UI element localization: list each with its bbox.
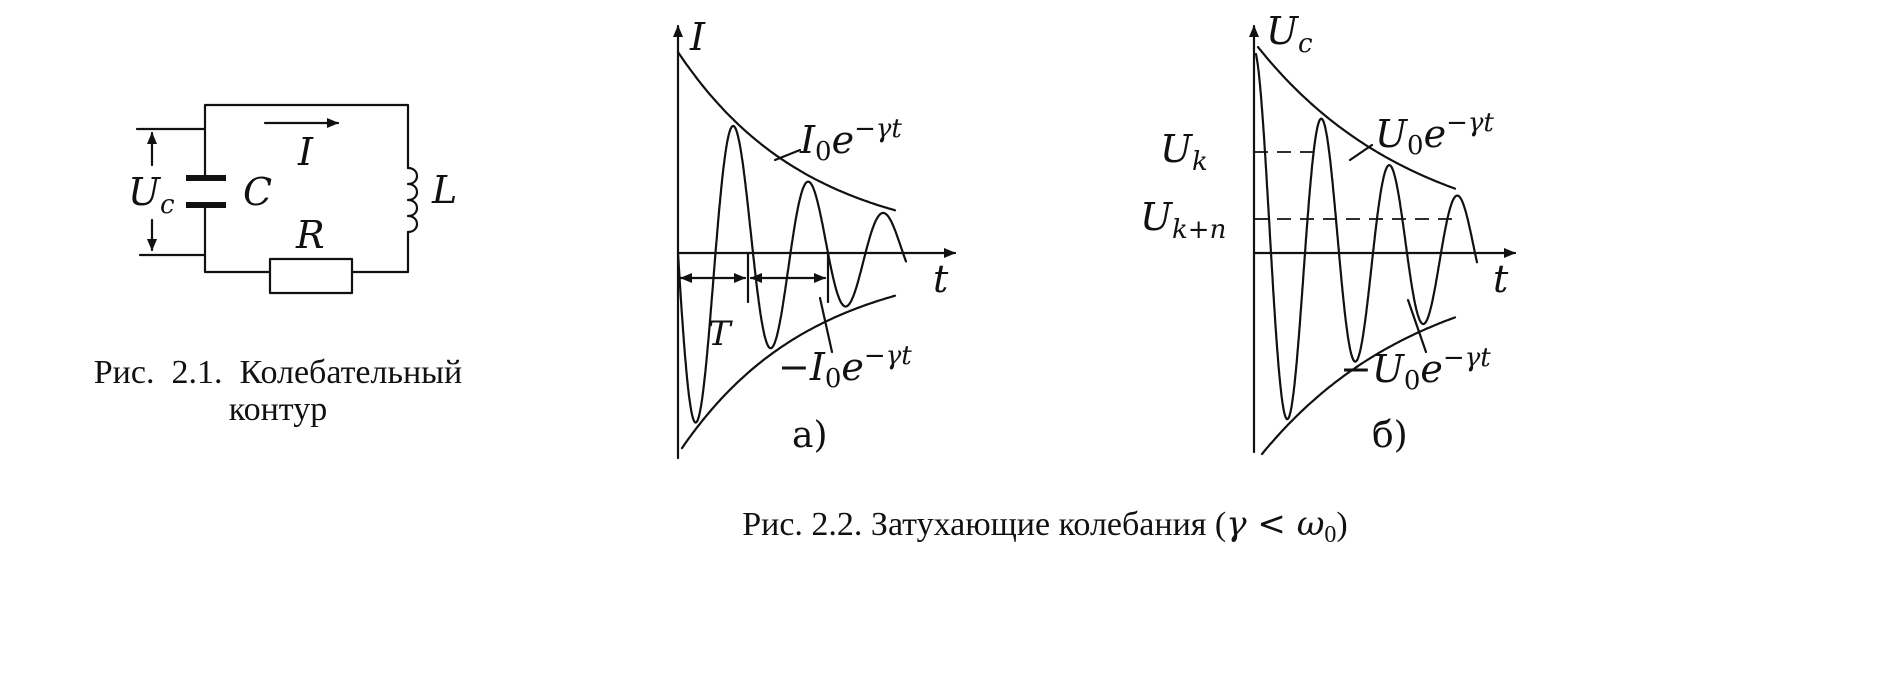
plot-b-upper-envelope — [1256, 46, 1457, 190]
plot-a-y-label: I — [689, 15, 706, 59]
plot-a-lower-envelope — [680, 294, 897, 450]
plot-a-lower-leader — [818, 296, 834, 354]
plot-b-lower-envelope — [1260, 316, 1457, 456]
fig2-caption: Рис. 2.2. Затухающие колебания (γ < ω0) — [742, 504, 1348, 548]
period-label: T — [708, 314, 733, 354]
plot-a-oscillation — [676, 124, 908, 424]
ukn-label: Uk+n — [1140, 195, 1226, 245]
plot-b-upper-envelope-label: U0e−γt — [1375, 108, 1494, 161]
lc-circuit: I Uc C L R — [128, 103, 457, 295]
plot-a-upper-leader — [773, 148, 802, 162]
circuit-wire — [203, 103, 410, 274]
inductor-label: L — [431, 168, 457, 212]
current-label: I — [297, 130, 314, 174]
plot-b-upper-leader — [1348, 143, 1374, 162]
fig1-caption-line2: контур — [229, 391, 327, 428]
capacitor-label: C — [243, 170, 272, 214]
plot-b-lower-leader — [1406, 298, 1428, 354]
plot-b-lower-envelope-label: −U0e−γt — [1340, 343, 1491, 396]
plot-a-lower-envelope-label: −I0e−γt — [778, 341, 912, 394]
plot-a: T I t I0e−γt −I0e−γt а) — [673, 15, 957, 460]
plot-a-upper-envelope — [676, 50, 897, 212]
plot-b: Uc t Uk Uk+n U0e−γt −U0e−γt б) — [1140, 9, 1517, 456]
voltage-label: Uc — [128, 170, 175, 220]
plot-b-panel-label: б) — [1372, 415, 1408, 456]
plot-a-panel-label: а) — [792, 415, 828, 456]
uk-label: Uk — [1160, 127, 1208, 177]
plot-b-x-label: t — [1493, 257, 1509, 301]
inductor-coil — [406, 166, 419, 234]
fig1-caption-line1: Рис. 2.1. Колебательный — [94, 354, 462, 391]
resistor — [268, 257, 354, 295]
plot-b-oscillation — [1254, 52, 1479, 421]
resistor-label: R — [295, 213, 325, 257]
plot-a-x-label: t — [933, 257, 949, 301]
plot-a-upper-envelope-label: I0e−γt — [799, 114, 902, 167]
plot-b-y-label: Uc — [1266, 9, 1313, 59]
